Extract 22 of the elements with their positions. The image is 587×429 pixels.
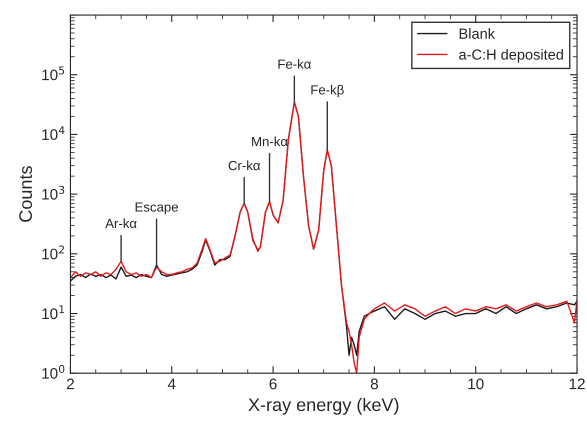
x-tick-label: 12: [570, 378, 585, 390]
annotation: Fe-kβ: [311, 84, 344, 98]
annotation: Mn-kα: [252, 136, 288, 146]
legend-label: a-C:H deposited: [459, 49, 563, 63]
y-tick-label: 10$^{3}$: [42, 186, 64, 200]
x-tick-label: 2: [66, 378, 74, 390]
annotation: Fe-kα: [278, 59, 311, 69]
x-tick-label: 8: [370, 378, 378, 390]
legend-label: Blank: [460, 28, 496, 39]
y-axis-title: Counts: [19, 166, 32, 222]
x-axis-title: X-ray energy (keV): [248, 398, 398, 415]
x-tick-label: 4: [168, 378, 176, 390]
y-tick-label: 10$^{5}$: [42, 66, 64, 80]
y-tick-label: 10$^{0}$: [42, 364, 64, 379]
x-tick-label: 10: [468, 378, 484, 390]
annotation: Ar-kα: [105, 218, 137, 228]
y-tick-label: 10$^{1}$: [42, 305, 64, 320]
annotation: Cr-kα: [228, 160, 260, 170]
y-tick-label: 10$^{4}$: [42, 126, 64, 140]
y-tick-label: 10$^{2}$: [42, 245, 64, 260]
x-tick-label: 6: [270, 378, 277, 390]
annotation: Escape: [136, 202, 178, 214]
